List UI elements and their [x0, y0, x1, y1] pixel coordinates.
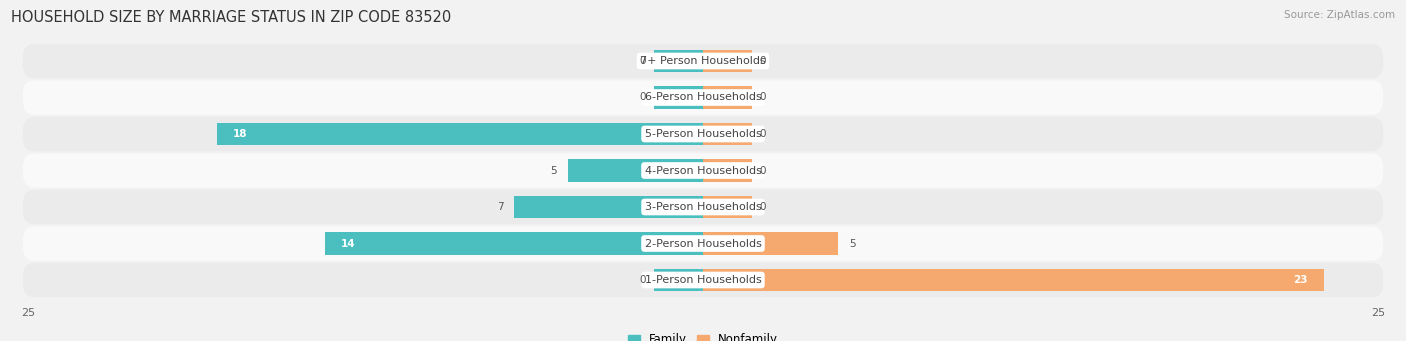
Text: Source: ZipAtlas.com: Source: ZipAtlas.com — [1284, 10, 1395, 20]
Text: 0: 0 — [640, 92, 647, 103]
Bar — [515, 196, 703, 218]
Bar — [703, 50, 752, 72]
Bar — [217, 123, 703, 145]
Text: 5: 5 — [849, 238, 855, 249]
FancyBboxPatch shape — [22, 263, 1384, 297]
FancyBboxPatch shape — [22, 117, 1384, 151]
FancyBboxPatch shape — [22, 80, 1384, 115]
Text: 5-Person Households: 5-Person Households — [644, 129, 762, 139]
Bar — [703, 159, 752, 182]
Text: 0: 0 — [759, 165, 766, 176]
Text: 3-Person Households: 3-Person Households — [644, 202, 762, 212]
Bar — [325, 232, 703, 255]
Text: 2-Person Households: 2-Person Households — [644, 238, 762, 249]
Legend: Family, Nonfamily: Family, Nonfamily — [623, 329, 783, 341]
Text: 0: 0 — [759, 92, 766, 103]
Bar — [703, 123, 752, 145]
Text: 7+ Person Households: 7+ Person Households — [640, 56, 766, 66]
Bar — [568, 159, 703, 182]
Bar — [703, 196, 752, 218]
FancyBboxPatch shape — [22, 226, 1384, 261]
Text: 1-Person Households: 1-Person Households — [644, 275, 762, 285]
FancyBboxPatch shape — [22, 190, 1384, 224]
Bar — [654, 50, 703, 72]
Text: 7: 7 — [496, 202, 503, 212]
Text: 0: 0 — [759, 129, 766, 139]
Bar — [654, 269, 703, 291]
FancyBboxPatch shape — [22, 153, 1384, 188]
Text: 0: 0 — [759, 56, 766, 66]
Bar — [703, 86, 752, 109]
FancyBboxPatch shape — [22, 44, 1384, 78]
Text: 23: 23 — [1294, 275, 1308, 285]
Text: 4-Person Households: 4-Person Households — [644, 165, 762, 176]
Text: 0: 0 — [640, 56, 647, 66]
Text: 5: 5 — [551, 165, 557, 176]
Text: 6-Person Households: 6-Person Households — [644, 92, 762, 103]
Bar — [703, 232, 838, 255]
Bar — [703, 269, 1324, 291]
Bar — [654, 86, 703, 109]
Text: 0: 0 — [759, 202, 766, 212]
Text: 0: 0 — [640, 275, 647, 285]
Text: HOUSEHOLD SIZE BY MARRIAGE STATUS IN ZIP CODE 83520: HOUSEHOLD SIZE BY MARRIAGE STATUS IN ZIP… — [11, 10, 451, 25]
Text: 18: 18 — [233, 129, 247, 139]
Text: 14: 14 — [342, 238, 356, 249]
